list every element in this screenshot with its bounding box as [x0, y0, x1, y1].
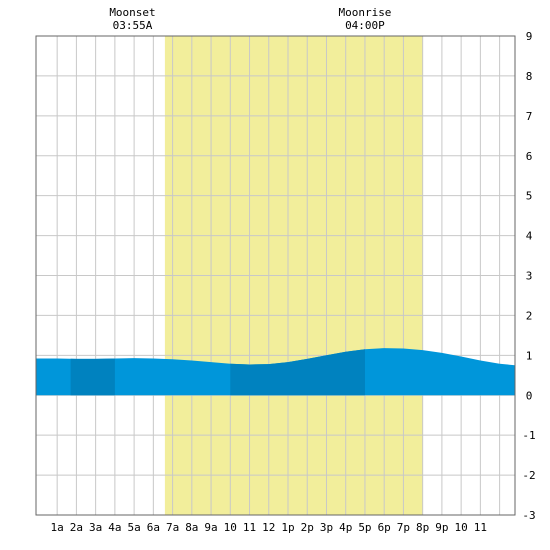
x-tick-label: 8a — [185, 521, 198, 534]
x-tick-label: 4p — [339, 521, 352, 534]
y-tick-label: 6 — [526, 150, 533, 163]
moonset-label: Moonset — [109, 6, 155, 19]
x-tick-label: 3p — [320, 521, 333, 534]
x-tick-label: 7p — [397, 521, 410, 534]
y-tick-labels: -3 -2 -1 0 1 2 3 4 5 6 7 8 9 — [522, 30, 535, 522]
x-tick-label: 12 — [262, 521, 275, 534]
y-tick-label: 2 — [526, 309, 533, 322]
x-tick-label: 2a — [70, 521, 83, 534]
x-tick-label: 8p — [416, 521, 429, 534]
x-tick-label: 9a — [204, 521, 217, 534]
plot-border — [35, 35, 516, 516]
x-tick-label: 10 — [224, 521, 237, 534]
y-tick-label: 8 — [526, 70, 533, 83]
x-tick-label: 6a — [147, 521, 160, 534]
x-tick-label: 5p — [358, 521, 371, 534]
y-tick-label: 3 — [526, 270, 533, 283]
x-tick-labels: 1a 2a 3a 4a 5a 6a 7a 8a 9a 10 11 12 1p 2p 3p 4p 5p 6p 7p 8p… — [51, 521, 487, 534]
x-tick-label: 2p — [301, 521, 314, 534]
y-tick-label: -2 — [522, 469, 535, 482]
y-tick-label: 5 — [526, 190, 533, 203]
x-tick-label: 5a — [127, 521, 140, 534]
grid-layer — [36, 35, 515, 516]
y-tick-label: 0 — [526, 389, 533, 402]
x-tick-label: 4a — [108, 521, 121, 534]
x-tick-label: 1p — [281, 521, 294, 534]
y-tick-label: -3 — [522, 509, 535, 522]
x-tick-label: 10 — [455, 521, 468, 534]
x-tick-label: 7a — [166, 521, 179, 534]
y-tick-label: 4 — [526, 230, 533, 243]
x-tick-label: 9p — [435, 521, 448, 534]
moonrise-label: Moonrise — [338, 6, 391, 19]
moon-annotations: Moonset 03:55A Moonrise 04:00P — [109, 6, 391, 32]
x-tick-label: 6p — [378, 521, 391, 534]
moonset-time: 03:55A — [113, 19, 153, 32]
y-tick-label: 7 — [526, 110, 533, 123]
x-tick-label: 1a — [51, 521, 64, 534]
x-tick-label: 11 — [474, 521, 487, 534]
moonrise-time: 04:00P — [345, 19, 385, 32]
x-tick-label: 11 — [243, 521, 256, 534]
y-tick-label: 1 — [526, 349, 533, 362]
y-tick-label: -1 — [522, 429, 535, 442]
x-tick-label: 3a — [89, 521, 102, 534]
y-tick-label: 9 — [526, 30, 533, 43]
